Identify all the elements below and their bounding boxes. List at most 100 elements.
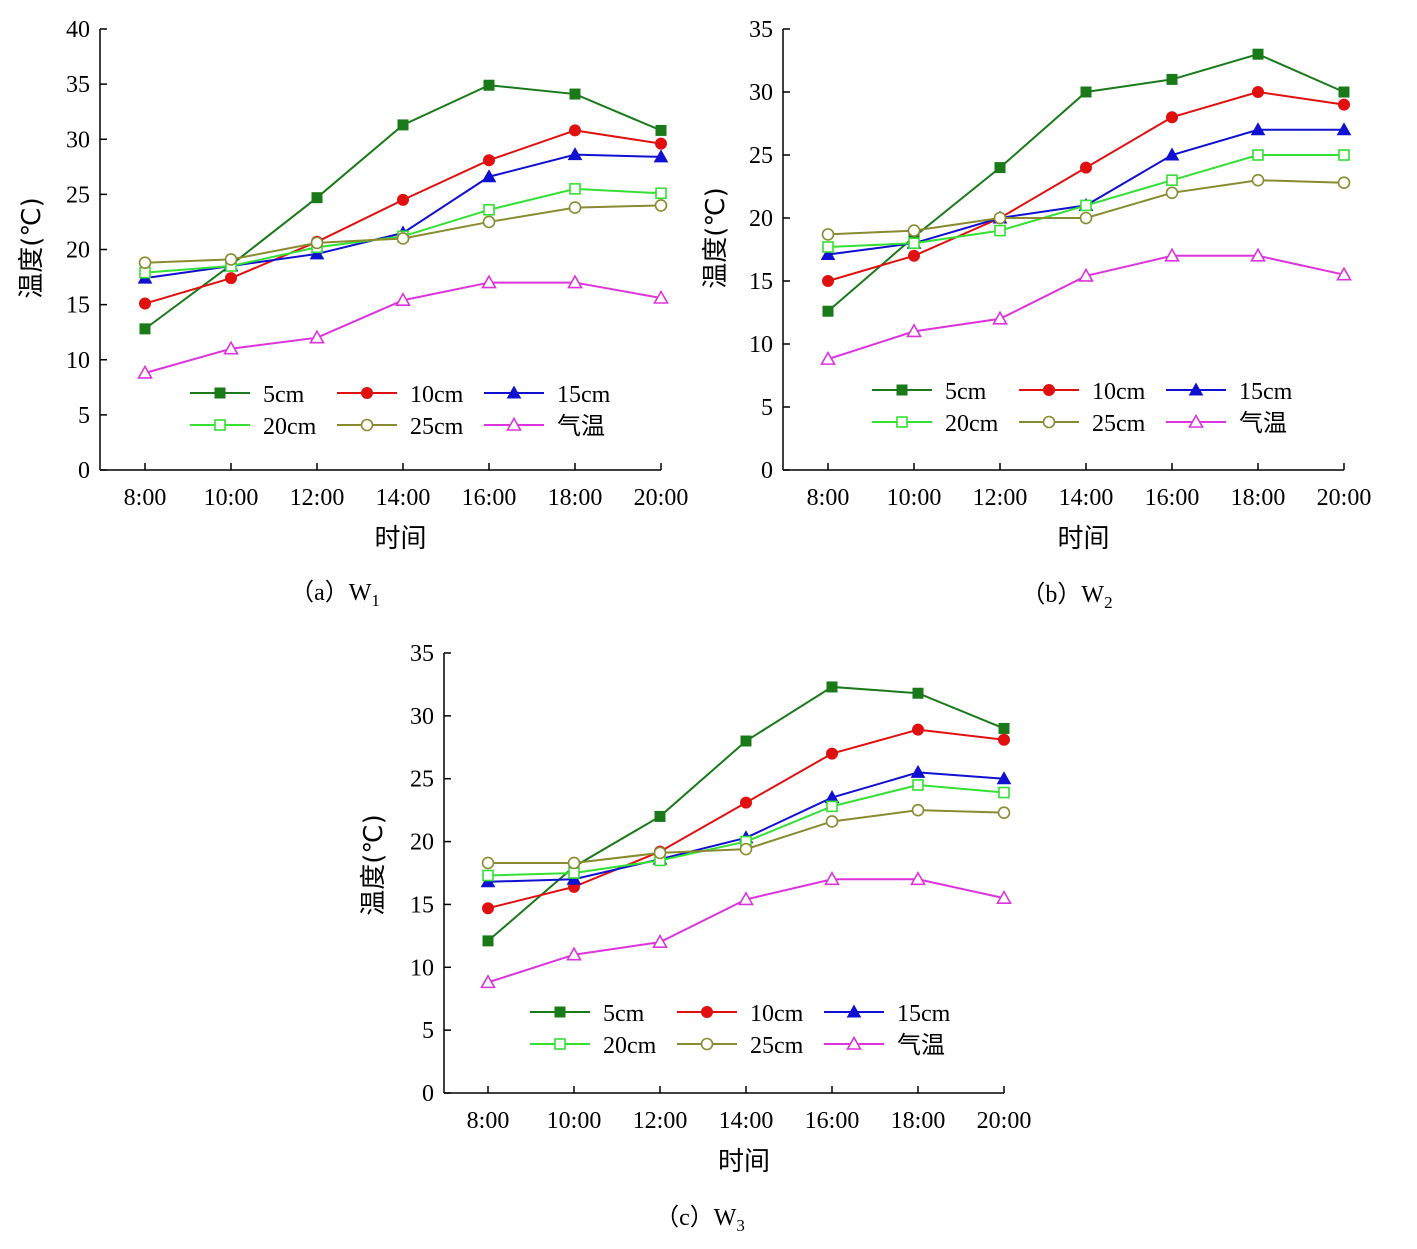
series-10cm — [482, 723, 1010, 915]
data-point-15cm — [1164, 147, 1180, 161]
legend-label: 气温 — [557, 413, 605, 440]
data-point-air — [738, 891, 754, 906]
legend-label: 15cm — [1239, 379, 1293, 405]
legend-item-5cm: 5cm — [530, 1001, 645, 1027]
legend-label: 5cm — [603, 1001, 645, 1027]
data-point-10cm — [908, 249, 920, 262]
x-axis-title: 时间 — [374, 524, 426, 554]
series-line-10cm — [144, 129, 662, 305]
data-point-5cm — [998, 722, 1010, 734]
data-point-10cm — [139, 297, 151, 310]
legend-label: 15cm — [897, 1001, 951, 1027]
legend-item-air: 气温 — [1166, 410, 1287, 437]
legend-item-15cm: 15cm — [1166, 379, 1293, 405]
data-point-20cm — [568, 867, 580, 879]
data-point-15cm — [481, 169, 497, 183]
data-point-15cm — [309, 246, 325, 260]
legend-item-15cm: 15cm — [824, 1001, 951, 1027]
legend-swatch-marker — [700, 1037, 714, 1051]
x-tick-label: 18:00 — [891, 1108, 946, 1134]
data-point-25cm — [654, 199, 668, 212]
data-point-5cm — [483, 79, 495, 91]
x-tick-label: 12:00 — [973, 485, 1028, 511]
data-point-25cm — [825, 815, 839, 828]
data-point-20cm — [139, 266, 151, 279]
x-tick-label: 8:00 — [467, 1108, 510, 1134]
y-tick-label: 35 — [410, 641, 434, 667]
data-point-20cm — [569, 183, 581, 195]
x-axis-title: 时间 — [1057, 524, 1109, 554]
series-air — [820, 247, 1352, 365]
x-tick-label: 16:00 — [1145, 485, 1200, 511]
legend-label: 20cm — [263, 414, 317, 440]
y-tick-label: 20 — [66, 238, 90, 264]
legend-label: 10cm — [1092, 379, 1146, 405]
series-15cm — [820, 122, 1352, 261]
data-point-25cm — [997, 806, 1011, 819]
data-point-5cm — [740, 735, 752, 747]
data-point-20cm — [826, 800, 838, 813]
x-tick-label: 10:00 — [204, 485, 259, 511]
series-20cm — [822, 149, 1350, 253]
y-tick-label: 15 — [749, 269, 773, 295]
data-point-20cm — [655, 187, 667, 200]
data-point-air — [996, 890, 1012, 904]
data-point-15cm — [653, 149, 669, 163]
data-point-5cm — [1338, 86, 1350, 98]
data-point-air — [395, 292, 411, 307]
legend-swatch-marker — [1042, 415, 1056, 429]
series-15cm — [137, 147, 669, 284]
data-point-25cm — [911, 803, 925, 817]
data-point-10cm — [483, 154, 495, 167]
data-point-5cm — [569, 88, 581, 100]
data-point-15cm — [567, 147, 583, 161]
y-tick-label: 25 — [749, 143, 773, 169]
panel-caption: （b）W2 — [1021, 582, 1112, 612]
y-tick-label: 20 — [410, 830, 434, 856]
data-point-air — [1250, 247, 1266, 262]
data-point-5cm — [1080, 86, 1092, 98]
data-point-10cm — [998, 733, 1010, 746]
data-point-10cm — [397, 193, 409, 206]
legend-item-air: 气温 — [824, 1032, 945, 1059]
data-point-5cm — [912, 687, 924, 699]
data-point-20cm — [912, 779, 924, 791]
data-point-air — [481, 274, 497, 289]
legend-swatch-marker — [214, 419, 226, 431]
x-tick-label: 18:00 — [548, 485, 603, 511]
y-tick-label: 35 — [749, 17, 773, 43]
y-axis-title: 温度(℃) — [359, 814, 389, 916]
legend-swatch-marker — [506, 385, 522, 399]
legend-swatch-marker — [846, 1035, 862, 1050]
data-point-5cm — [822, 305, 834, 317]
legend-label: 25cm — [750, 1033, 804, 1059]
data-point-5cm — [482, 935, 494, 947]
data-point-5cm — [994, 162, 1006, 174]
series-25cm — [821, 173, 1351, 241]
data-point-air — [910, 871, 926, 886]
data-point-25cm — [481, 856, 495, 870]
legend-item-25cm: 25cm — [337, 414, 464, 440]
x-tick-label: 14:00 — [1059, 485, 1114, 511]
data-point-5cm — [139, 323, 151, 335]
y-tick-label: 20 — [749, 206, 773, 232]
data-point-20cm — [822, 241, 834, 253]
data-point-air — [820, 350, 836, 365]
y-tick-label: 35 — [66, 72, 90, 98]
x-tick-label: 10:00 — [887, 485, 942, 511]
series-air — [137, 274, 669, 379]
data-point-20cm — [998, 786, 1010, 799]
legend-label: 25cm — [1092, 411, 1146, 437]
legend-item-20cm: 20cm — [872, 411, 999, 437]
panel-caption-subscript: 3 — [736, 1216, 745, 1235]
data-point-10cm — [912, 723, 924, 736]
data-point-air — [1336, 266, 1352, 281]
series-25cm — [138, 199, 668, 270]
series-25cm — [481, 803, 1011, 870]
data-point-15cm — [910, 764, 926, 778]
data-point-10cm — [826, 747, 838, 760]
legend-swatch-marker — [554, 1038, 566, 1050]
chart-panel-c: 0 5 10 15 20 25 30 35 8:00 10:00 12:00 14:00 16:00 18… — [359, 641, 1031, 1235]
y-tick-label: 5 — [78, 403, 90, 429]
